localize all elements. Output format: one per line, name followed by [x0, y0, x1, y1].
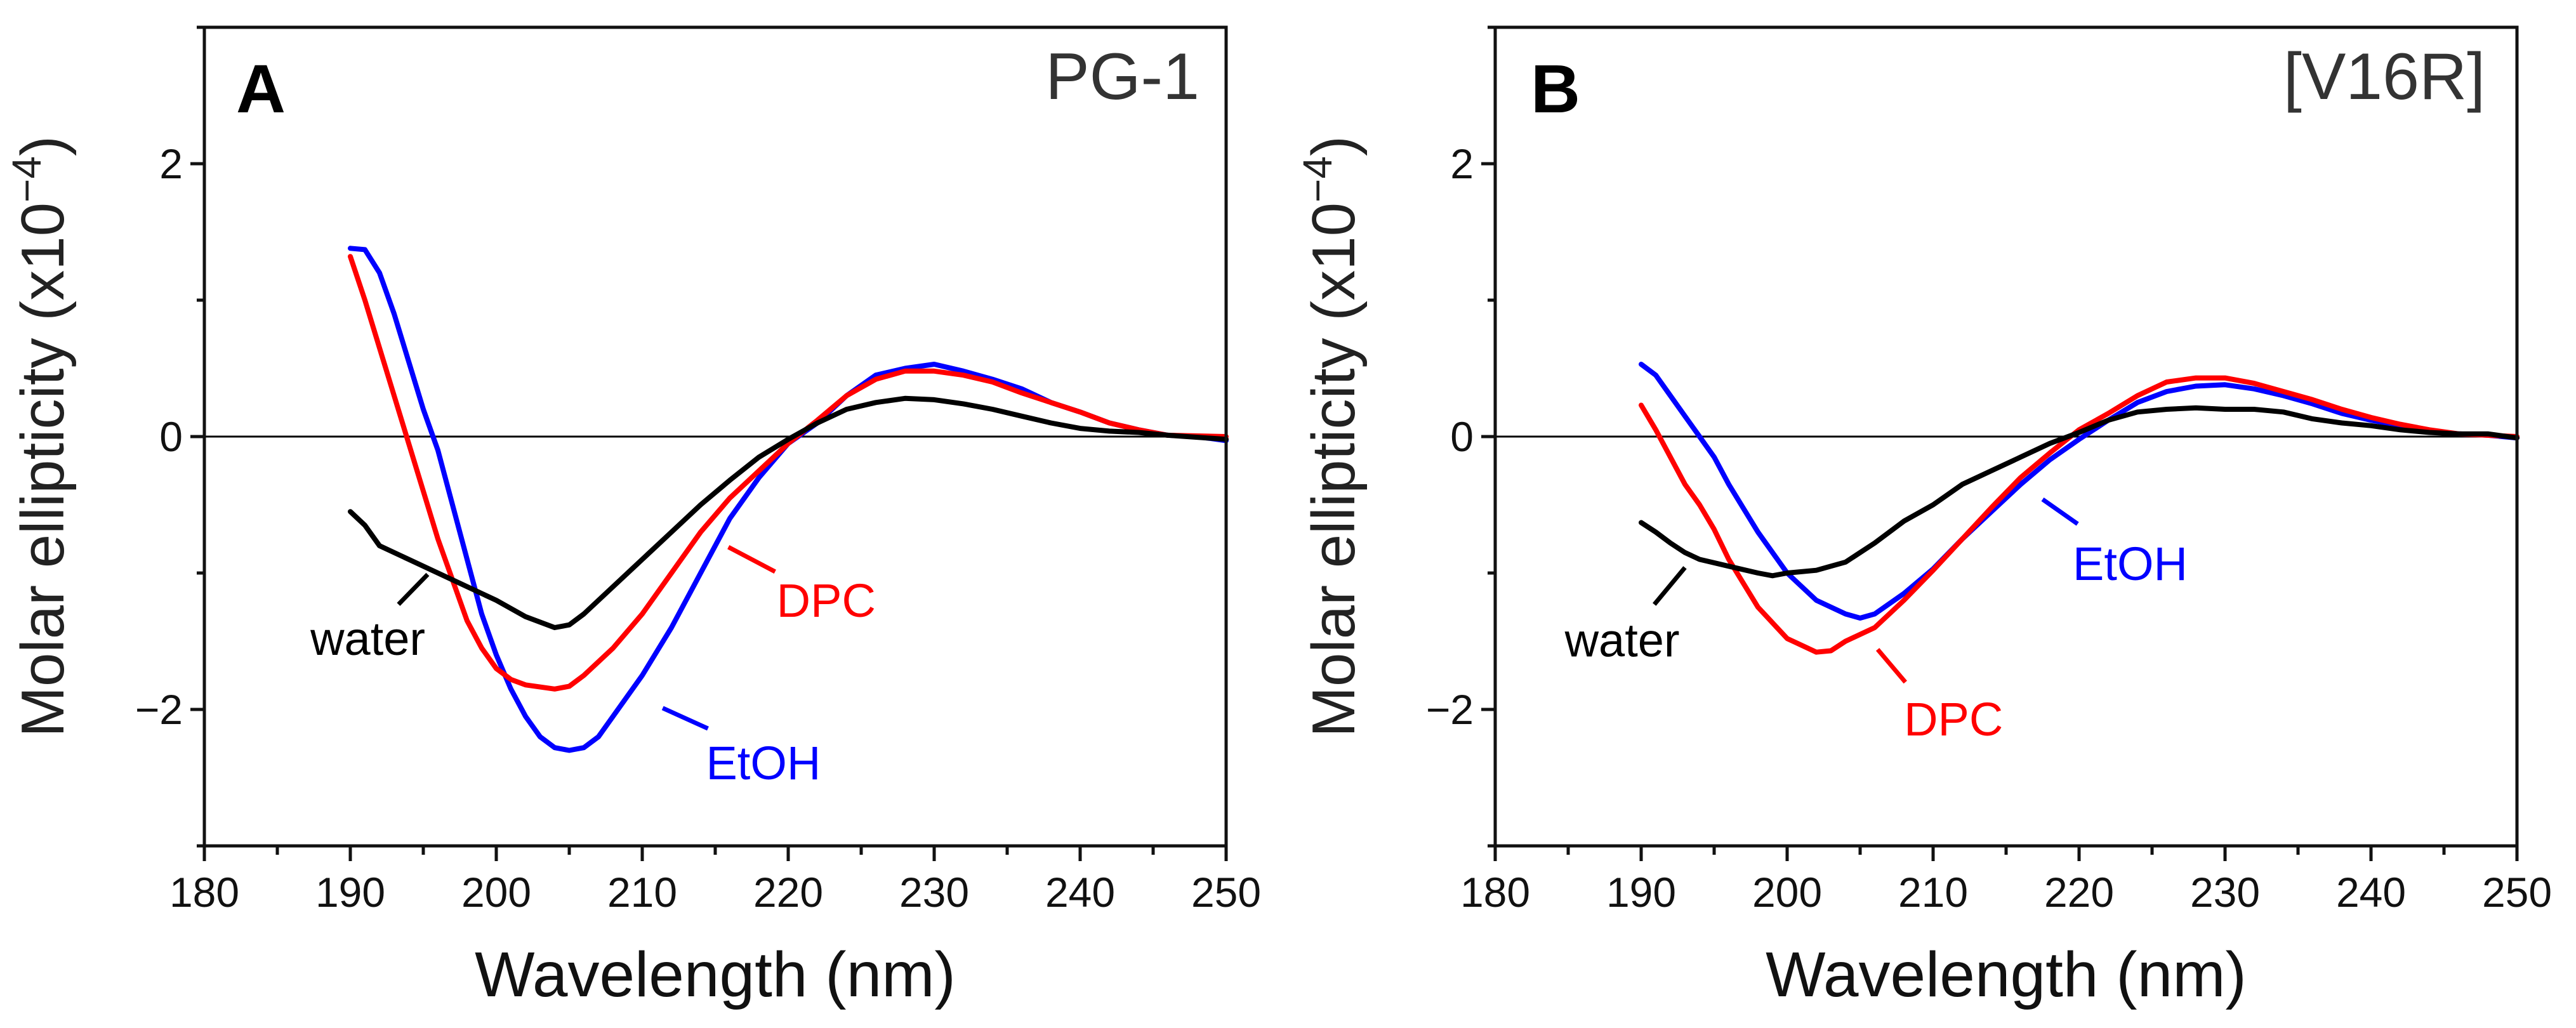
x-tick-label: 200	[461, 869, 531, 916]
x-tick-label: 220	[753, 869, 823, 916]
x-tick-label: 240	[1045, 869, 1115, 916]
annotation-leader-etoh	[2041, 498, 2079, 526]
series-line-etoh	[348, 246, 1229, 753]
annotation-leader-dpc	[1875, 648, 1907, 684]
x-tick-label: 250	[2482, 869, 2552, 916]
panel-a: EtOH DPC water 180 190 200 210 220 230 240 250 2 0 −2…	[4, 25, 1261, 1010]
panel-title: PG-1	[1045, 40, 1199, 114]
panel-b: EtOH DPC water 180 190 200 210 220 230 240 250 2 0 −2…	[1295, 25, 2552, 1010]
x-tick-label: 240	[2336, 869, 2406, 916]
x-axis-title: Wavelength (nm)	[475, 939, 956, 1010]
y-tick-label: −2	[1426, 686, 1474, 733]
series-label-etoh: EtOH	[2073, 537, 2188, 590]
y-axis-title-close: )	[9, 136, 77, 156]
series-line-water	[1639, 405, 2520, 579]
x-tick-label: 210	[1898, 869, 1968, 916]
series-line-dpc	[348, 254, 1229, 692]
panel-label: B	[1531, 50, 1580, 127]
x-tick-label: 210	[607, 869, 677, 916]
series-label-etoh: EtOH	[706, 737, 821, 789]
series-label-water: water	[1564, 614, 1680, 666]
y-axis-title-close: )	[1300, 136, 1368, 156]
x-tick-label: 190	[315, 869, 385, 916]
series-line-dpc	[1639, 375, 2520, 655]
y-tick-label: −2	[135, 686, 183, 733]
y-tick-label: 2	[1450, 140, 1474, 187]
y-axis-title-text: Molar ellipticity (x10	[1300, 202, 1368, 737]
series-line-etoh	[1639, 362, 2520, 621]
y-tick-label: 2	[159, 140, 183, 187]
x-tick-label: 190	[1606, 869, 1676, 916]
y-axis-title-exponent: −4	[4, 156, 50, 202]
x-tick-label: 180	[169, 869, 239, 916]
x-tick-label: 180	[1460, 869, 1530, 916]
series-label-dpc: DPC	[1904, 693, 2003, 746]
x-tick-label: 230	[2190, 869, 2260, 916]
y-tick-label: 0	[1450, 413, 1474, 460]
y-tick-label: 0	[159, 413, 183, 460]
y-axis-title-text: Molar ellipticity (x10	[9, 202, 77, 737]
annotation-leader-water	[397, 572, 430, 606]
x-tick-label: 230	[899, 869, 969, 916]
panel-label: A	[236, 50, 286, 127]
x-tick-label: 200	[1752, 869, 1822, 916]
panel-title: [V16R]	[2283, 40, 2485, 114]
series-line-water	[348, 395, 1229, 630]
annotation-leader-etoh	[661, 706, 709, 731]
x-tick-label: 220	[2044, 869, 2114, 916]
series-label-water: water	[310, 612, 425, 665]
x-axis-title: Wavelength (nm)	[1766, 939, 2247, 1010]
x-tick-label: 250	[1191, 869, 1261, 916]
y-axis-title: Molar ellipticity (x10−4)	[4, 136, 77, 737]
y-axis-title: Molar ellipticity (x10−4)	[1295, 136, 1368, 737]
annotation-leader-water	[1653, 566, 1687, 606]
series-label-dpc: DPC	[777, 574, 876, 627]
annotation-leader-dpc	[727, 545, 776, 574]
y-axis-title-exponent: −4	[1295, 156, 1340, 202]
